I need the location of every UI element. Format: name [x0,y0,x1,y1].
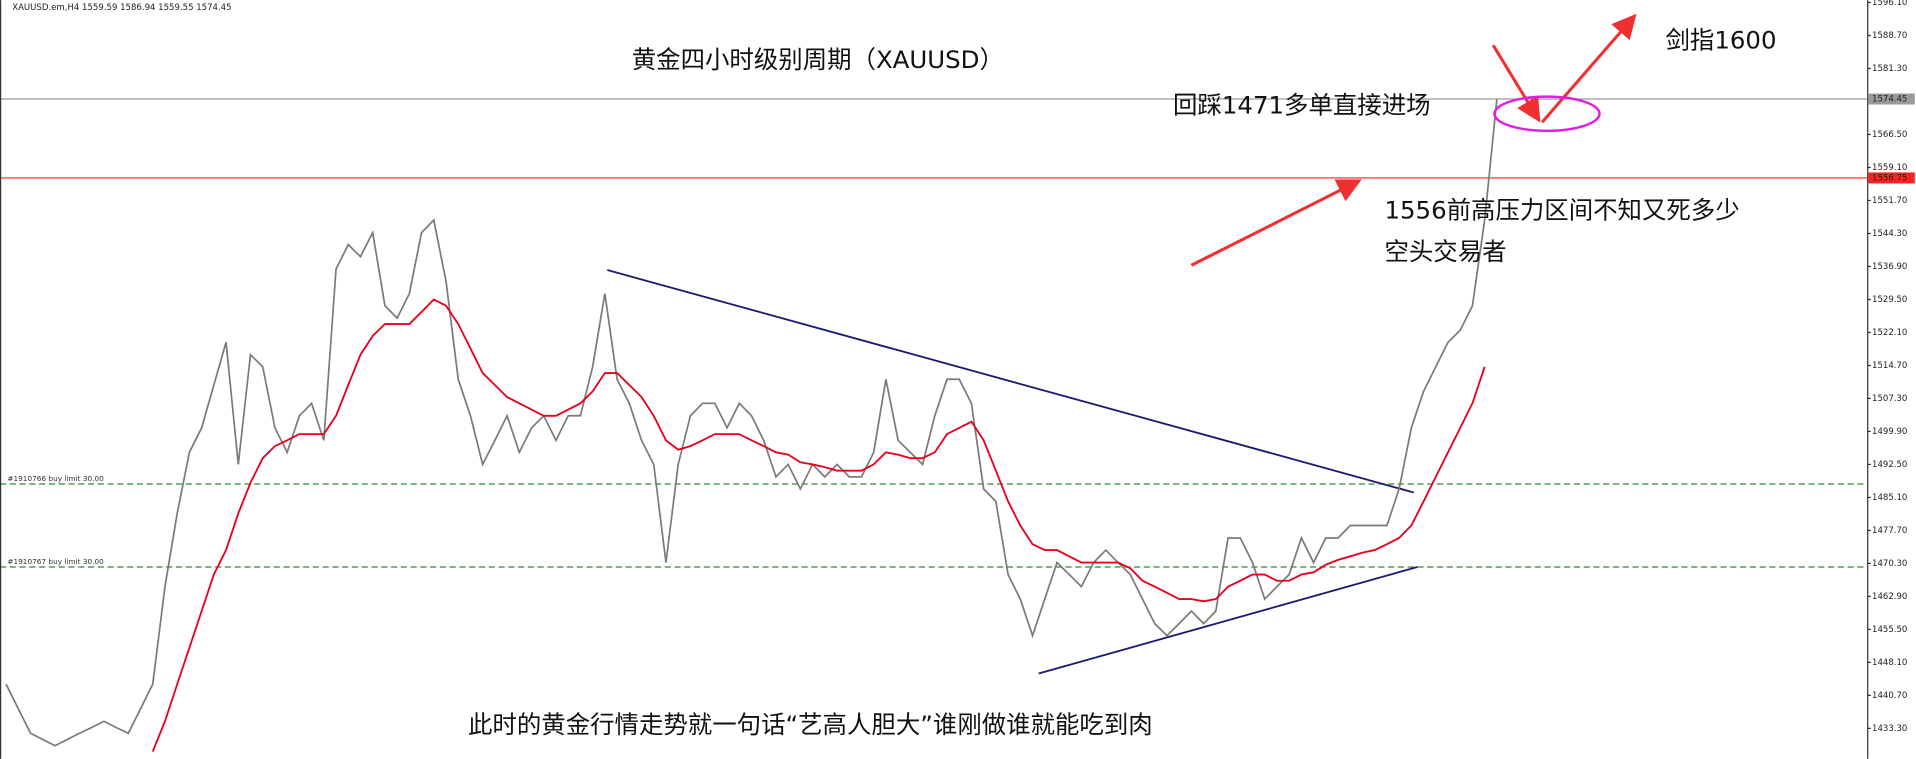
moving-average [151,298,1486,752]
y-tick-label: 1566.50 [1872,130,1907,140]
y-tick-label: 1514.70 [1872,361,1907,371]
y-tick-label: 1507.30 [1872,394,1907,404]
annotation-resistance: 空头交易者 [1384,237,1506,266]
y-tick-label: 1544.30 [1872,229,1907,239]
annotation-title: 黄金四小时级别周期（XAUUSD） [632,45,1004,74]
y-tick-label: 1522.10 [1872,328,1907,338]
arrow [1540,13,1637,124]
annotation-target: 剑指1600 [1666,26,1777,55]
y-tick-label: 1477.70 [1872,526,1907,536]
y-tick-label: 1551.70 [1872,196,1907,206]
price-label: 1574.45 [1872,95,1907,105]
y-tick-label: 1433.30 [1872,724,1907,734]
order-label: #1910767 buy limit 30.00 [7,557,104,566]
y-tick-label: 1499.90 [1872,427,1907,437]
price-label: 1556.75 [1872,173,1907,183]
price-box [1868,93,1915,105]
y-tick-label: 1492.50 [1872,460,1907,470]
y-tick-label: 1588.70 [1872,31,1907,41]
header: XAUUSD.em,H4 1559.59 1586.94 1559.55 157… [12,3,231,13]
trendline [607,269,1415,494]
y-tick-label: 1581.30 [1872,64,1907,74]
y-tick-label: 1455.50 [1872,625,1907,635]
y-tick-label: 1440.70 [1872,691,1907,701]
annotations: 黄金四小时级别周期（XAUUSD） 回踩1471多单直接进场 剑指1600 15… [468,26,1777,739]
y-tick-label: 1559.10 [1872,163,1907,173]
y-tick-label: 1596.10 [1872,0,1907,8]
y-tick-label: 1485.10 [1872,493,1907,503]
annotation-resistance: 1556前高压力区间不知又死多少 [1384,195,1739,224]
y-tick-label: 1462.90 [1872,592,1907,602]
arrow [1491,44,1541,123]
annotation-footer: 此时的黄金行情走势就一句话“艺高人胆大”谁刚做谁就能吃到肉 [468,710,1153,739]
y-tick-label: 1448.10 [1872,658,1907,668]
y-tick-label: 1470.30 [1872,559,1907,569]
order-label: #1910766 buy limit 30.00 [7,474,104,483]
price-box [1868,172,1915,184]
arrow [1190,179,1362,267]
highlight-ellipse [1493,95,1601,133]
trendline [1038,566,1418,675]
y-tick-label: 1536.90 [1872,262,1907,272]
price-line [5,98,1498,747]
plot-area: #1910766 buy limit 30.00 #1910767 buy lim… [0,1,1871,752]
drawings [1190,13,1637,267]
annotation-entry: 回踩1471多单直接进场 [1173,90,1431,119]
y-tick-label: 1529.50 [1872,295,1907,305]
